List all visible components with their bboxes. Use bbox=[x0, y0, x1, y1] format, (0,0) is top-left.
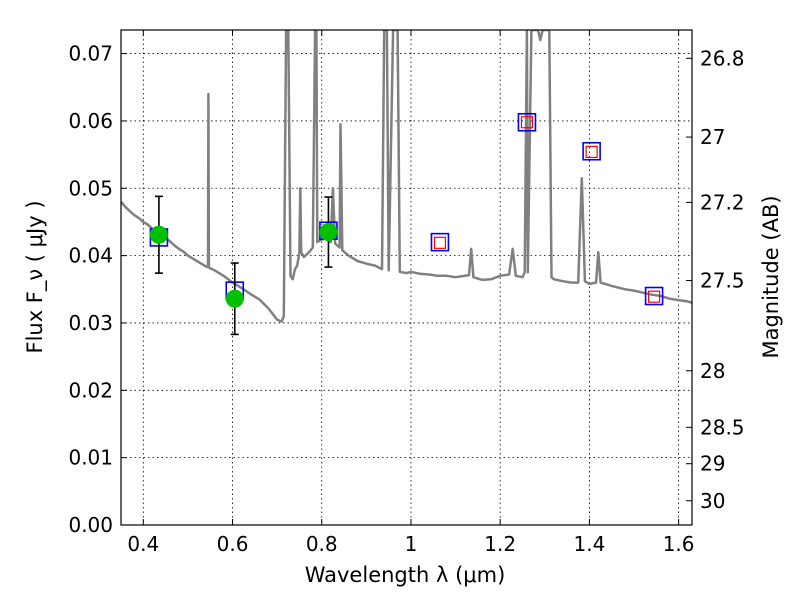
y-tick-label: 0.06 bbox=[68, 109, 113, 133]
spectrum-line bbox=[121, 30, 692, 323]
y-axis-label-right: Magnitude (AB) bbox=[759, 195, 783, 358]
x-tick-label: 1.4 bbox=[573, 532, 605, 556]
plot-area bbox=[121, 30, 692, 336]
y-tick-label: 0.03 bbox=[68, 311, 113, 335]
magnitude-tick-label: 26.8 bbox=[700, 46, 745, 70]
magnitude-tick-label: 29 bbox=[700, 452, 725, 476]
y-tick-label: 0.02 bbox=[68, 378, 113, 402]
red-square-marker bbox=[647, 290, 661, 303]
plot-frame bbox=[120, 29, 693, 526]
y-tick-label: 0.01 bbox=[68, 446, 113, 470]
red-square-marker bbox=[520, 116, 534, 129]
magnitude-tick-label: 27.5 bbox=[700, 269, 745, 293]
x-tick-label: 0.4 bbox=[127, 532, 159, 556]
magnitude-tick-label: 27.2 bbox=[700, 190, 745, 214]
y-tick-label: 0.07 bbox=[68, 42, 113, 66]
axes: 0.4 0.6 0.8 1 1.2 1.4 1.6 0.00 0.01 0.02 0.03 0.04 0… bbox=[68, 29, 745, 556]
magnitude-tick-label: 28.5 bbox=[700, 415, 745, 439]
grid-lines bbox=[121, 30, 692, 526]
x-tick-label: 1.6 bbox=[663, 532, 695, 556]
red-square-marker bbox=[433, 236, 447, 249]
x-tick-label: 0.6 bbox=[217, 532, 249, 556]
blue-square-marker bbox=[644, 286, 664, 306]
blue-square-marker bbox=[430, 232, 450, 252]
data-point-circle bbox=[149, 225, 168, 244]
x-tick-label: 1.2 bbox=[484, 532, 516, 556]
x-tick-label: 0.8 bbox=[306, 532, 338, 556]
magnitude-tick-label: 30 bbox=[700, 489, 725, 513]
y-tick-label: 0.00 bbox=[68, 513, 113, 537]
x-axis-label: Wavelength λ (μm) bbox=[305, 563, 506, 587]
y-axis-label-left: Flux F_ν ( μJy ) bbox=[23, 200, 48, 353]
magnitude-tick-label: 27 bbox=[700, 125, 725, 149]
y-tick-label: 0.04 bbox=[68, 244, 113, 268]
y-tick-label: 0.05 bbox=[68, 176, 113, 200]
x-tick-label: 1 bbox=[405, 532, 418, 556]
blue-square-marker bbox=[582, 141, 601, 161]
data-point-circle bbox=[225, 289, 244, 308]
red-square-marker bbox=[585, 145, 598, 158]
blue-square-marker bbox=[517, 112, 537, 132]
data-point-circle bbox=[319, 223, 338, 242]
magnitude-tick-label: 28 bbox=[700, 359, 725, 383]
